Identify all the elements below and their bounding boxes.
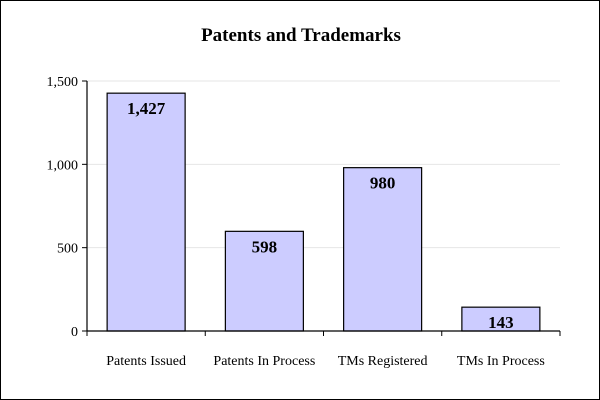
y-tick-label: 500 <box>57 242 78 257</box>
x-tick-label: TMs In Process <box>457 354 545 369</box>
label-layer: 1,427 Patents Issued 598 Patents In Process… <box>106 99 545 369</box>
y-tick-label: 0 <box>71 325 78 340</box>
data-label: 980 <box>370 174 396 193</box>
x-tick-label: Patents In Process <box>213 354 315 369</box>
bar-layer <box>106 92 541 332</box>
y-tick-label: 1,000 <box>47 158 79 173</box>
data-label: 1,427 <box>127 99 166 118</box>
data-label: 598 <box>252 237 278 256</box>
y-tick-label: 1,500 <box>47 75 79 90</box>
x-tick-label: Patents Issued <box>106 354 186 369</box>
data-label: 143 <box>488 313 514 332</box>
x-tick-label: TMs Registered <box>338 354 428 369</box>
bar <box>106 92 186 332</box>
bar <box>343 167 423 332</box>
chart-title: Patents and Trademarks <box>201 25 401 46</box>
axis-layer: 0 500 1,000 1,500 <box>47 75 561 340</box>
bar <box>224 230 304 332</box>
